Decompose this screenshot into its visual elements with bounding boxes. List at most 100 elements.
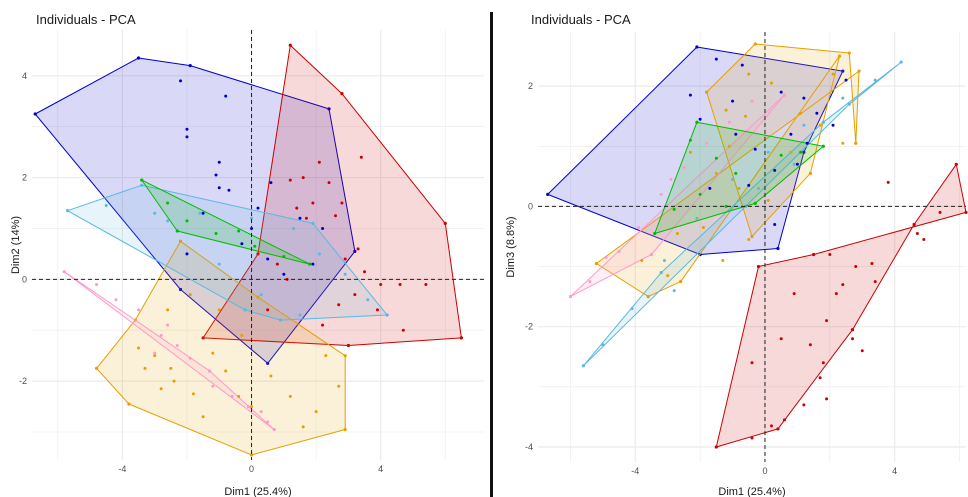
data-point-series-1 — [795, 162, 799, 166]
data-point-series-1 — [773, 168, 777, 172]
hull-vertex-point — [705, 90, 709, 94]
data-point-series-5 — [695, 216, 699, 220]
hull-vertex-point — [188, 64, 192, 68]
data-point-series-4 — [166, 323, 170, 327]
data-point-series-1 — [747, 183, 751, 187]
hull-series-6 — [141, 179, 311, 265]
data-point-series-1 — [740, 63, 744, 67]
hull-vertex-point — [850, 328, 855, 332]
hull-vertex-point — [837, 54, 842, 58]
hull-vertex-point — [127, 402, 131, 406]
data-point-series-3 — [201, 415, 205, 419]
y-tick-label: 0 — [528, 201, 533, 211]
data-point-series-2 — [769, 424, 773, 428]
data-point-series-1 — [688, 93, 692, 97]
hull-vertex-point — [812, 252, 816, 257]
data-point-series-1 — [282, 272, 286, 276]
data-point-series-2 — [834, 292, 838, 296]
data-point-series-1 — [698, 117, 702, 121]
y-axis-label: Dim3 (8.8%) — [505, 216, 517, 277]
data-point-series-2 — [825, 397, 829, 401]
data-point-series-2 — [343, 257, 347, 261]
data-point-series-4 — [588, 280, 592, 284]
hull-vertex-point — [136, 56, 141, 60]
panel-divider — [490, 12, 493, 497]
hull-vertex-point — [346, 343, 350, 348]
data-point-series-3 — [701, 225, 705, 229]
data-point-series-2 — [792, 292, 796, 296]
data-point-series-3 — [224, 369, 228, 373]
y-tick-label: -2 — [525, 322, 533, 332]
data-point-series-5 — [292, 226, 296, 230]
data-point-series-1 — [321, 226, 325, 230]
hull-series-4 — [63, 271, 275, 430]
hull-vertex-point — [568, 295, 573, 299]
hull-vertex-point — [857, 69, 861, 73]
data-point-series-5 — [841, 96, 845, 100]
data-point-series-6 — [779, 153, 783, 157]
data-point-series-2 — [359, 155, 363, 159]
data-point-series-1 — [844, 78, 848, 82]
data-point-series-3 — [799, 111, 803, 115]
hull-vertex-point — [256, 295, 260, 299]
data-point-series-2 — [379, 282, 383, 286]
data-point-series-4 — [682, 165, 686, 169]
data-point-series-6 — [166, 201, 170, 205]
hull-vertex-point — [288, 43, 292, 47]
hull-vertex-point — [249, 453, 254, 457]
y-tick-label: 2 — [528, 81, 533, 91]
hull-vertex-point — [175, 229, 179, 233]
data-point-series-5 — [250, 216, 254, 220]
data-point-series-3 — [269, 374, 273, 378]
hull-vertex-point — [899, 60, 903, 64]
data-point-series-3 — [666, 274, 670, 278]
hull-vertex-point — [140, 178, 144, 182]
data-point-series-5 — [298, 313, 302, 317]
data-point-series-2 — [398, 282, 402, 286]
data-point-series-4 — [669, 177, 673, 181]
data-point-series-4 — [259, 410, 263, 414]
data-point-series-3 — [237, 394, 241, 398]
data-point-series-1 — [217, 186, 221, 190]
data-point-series-1 — [217, 160, 221, 164]
data-point-series-2 — [288, 178, 292, 182]
hull-vertex-point — [443, 221, 447, 225]
data-point-series-3 — [727, 144, 731, 148]
data-point-series-4 — [137, 308, 141, 312]
data-point-series-1 — [815, 111, 819, 115]
data-point-series-3 — [153, 354, 157, 358]
data-point-series-3 — [337, 384, 341, 388]
x-tick-label: 0 — [762, 466, 767, 476]
hull-vertex-point — [714, 445, 718, 449]
data-point-series-2 — [317, 160, 321, 164]
hull-vertex-point — [646, 295, 650, 299]
data-point-series-3 — [301, 425, 305, 429]
data-point-series-3 — [137, 346, 141, 350]
data-point-series-4 — [727, 120, 731, 124]
chart-panel-2: -4 0 4 -4 -2 0 2 Individuals - PCA Dim1 (25.4%) D… — [505, 12, 968, 497]
hull-vertex-point — [964, 210, 968, 215]
x-tick-label: 4 — [378, 464, 383, 474]
x-axis-label: Dim1 (25.4%) — [718, 486, 785, 497]
data-point-series-4 — [659, 192, 663, 196]
x-tick-label: -4 — [118, 464, 126, 474]
data-point-series-2 — [886, 180, 890, 184]
data-point-series-3 — [818, 123, 822, 127]
x-tick-label: -4 — [631, 466, 639, 476]
data-point-series-5 — [217, 262, 221, 266]
hull-vertex-point — [256, 252, 260, 256]
hull-vertex-point — [65, 209, 70, 213]
data-point-series-2 — [301, 176, 305, 180]
data-point-series-1 — [779, 90, 783, 94]
data-point-series-2 — [854, 265, 858, 269]
data-point-series-2 — [311, 201, 315, 205]
hull-series-4 — [569, 94, 785, 298]
data-point-series-5 — [153, 211, 157, 215]
y-tick-label: 0 — [22, 274, 27, 284]
data-point-series-4 — [266, 420, 270, 424]
hull-vertex-point — [695, 120, 699, 124]
data-point-series-1 — [185, 252, 189, 256]
data-point-series-3 — [188, 293, 192, 297]
data-point-series-4 — [230, 394, 234, 398]
